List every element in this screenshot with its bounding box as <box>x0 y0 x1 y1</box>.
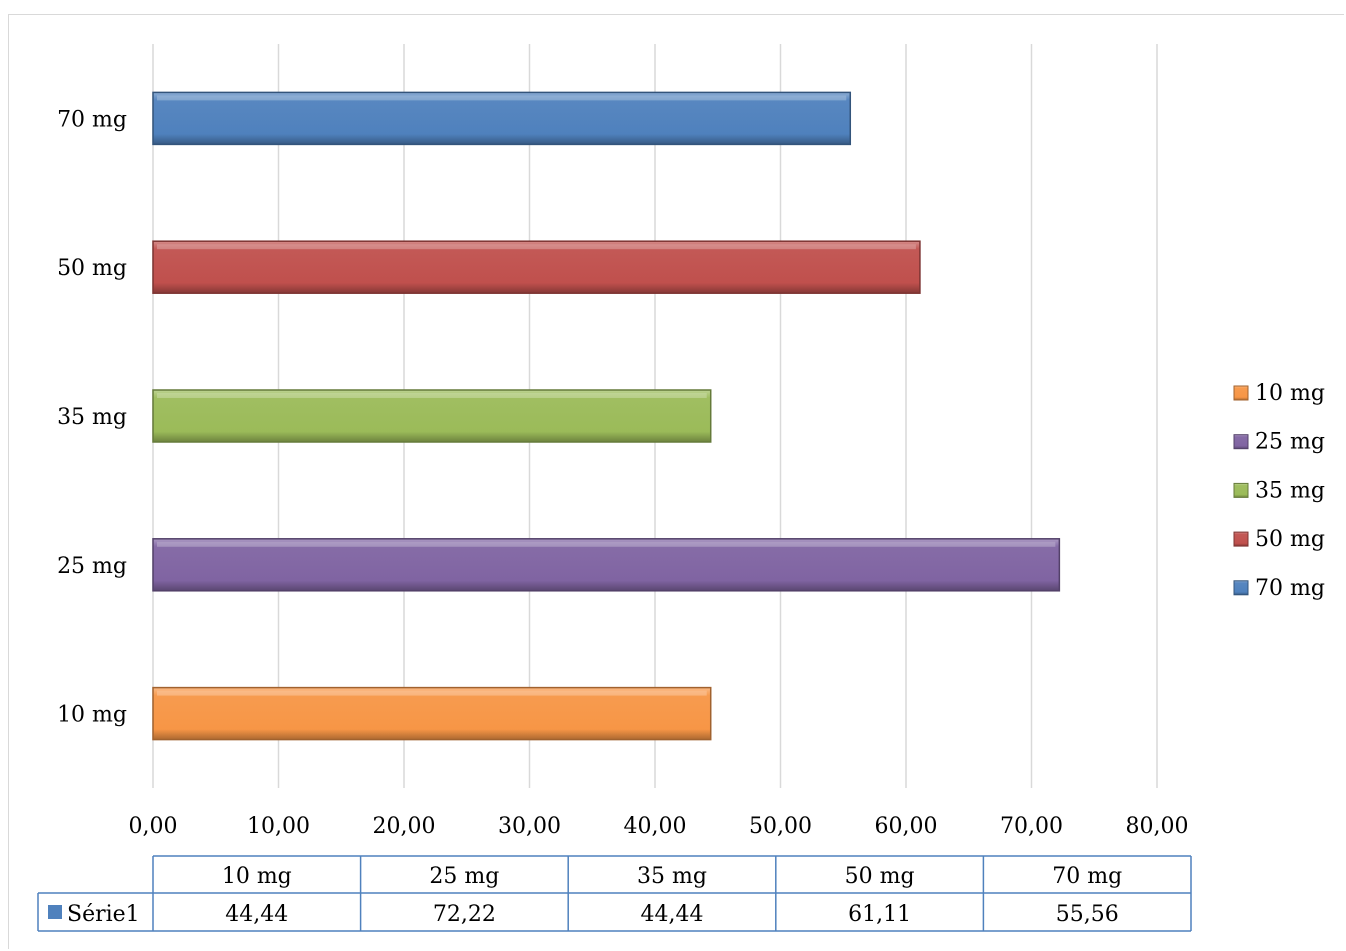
legend-label: 70 mg <box>1255 576 1325 601</box>
x-tick-label: 70,00 <box>1000 814 1063 839</box>
category-label: 70 mg <box>57 107 127 132</box>
series-name: Série1 <box>67 902 140 927</box>
table-value-cell: 72,22 <box>433 902 496 927</box>
bar-50mg <box>152 240 921 294</box>
legend-swatch <box>1233 531 1249 547</box>
bar-highlight <box>157 95 847 101</box>
data-table: 10 mg 44,44 25 mg 72,22 35 mg 44,44 50 mg 61,11… <box>37 855 1192 932</box>
bar-highlight <box>157 690 707 696</box>
legend-label: 50 mg <box>1255 527 1325 552</box>
legend-label: 35 mg <box>1255 478 1325 503</box>
table-header-cell: 35 mg <box>637 864 707 889</box>
bar-70mg <box>152 91 852 146</box>
x-tick-label: 10,00 <box>247 814 310 839</box>
category-label: 10 mg <box>57 703 127 728</box>
category-label: 35 mg <box>57 405 127 430</box>
table-header-cell: 70 mg <box>1052 864 1122 889</box>
legend-swatch <box>1233 434 1249 450</box>
table-value-cell: 55,56 <box>1056 902 1119 927</box>
legend-label: 25 mg <box>1255 430 1325 455</box>
bar-highlight <box>157 541 1056 547</box>
legend: 10 mg 25 mg 35 mg 50 mg 70 mg <box>1233 381 1325 601</box>
category-axis: 10 mg 25 mg 35 mg 50 mg 70 mg <box>57 107 127 727</box>
legend-label: 10 mg <box>1255 381 1325 406</box>
x-tick-label: 40,00 <box>624 814 687 839</box>
x-tick-label: 20,00 <box>373 814 436 839</box>
chart-frame <box>8 14 1344 949</box>
x-tick-label: 30,00 <box>498 814 561 839</box>
bar-highlight <box>157 393 707 398</box>
table-header-cell: 25 mg <box>429 864 499 889</box>
series-swatch <box>48 905 62 919</box>
bar-25mg <box>152 538 1061 592</box>
legend-swatch <box>1233 482 1249 498</box>
table-header-cell: 10 mg <box>222 864 292 889</box>
category-label: 25 mg <box>57 554 127 579</box>
category-label: 50 mg <box>57 256 127 281</box>
table-header-cell: 50 mg <box>845 864 915 889</box>
x-tick-label: 50,00 <box>749 814 812 839</box>
bars <box>152 91 1061 741</box>
bar-highlight <box>157 244 916 250</box>
x-tick-label: 60,00 <box>875 814 938 839</box>
x-tick-label: 0,00 <box>129 814 178 839</box>
legend-swatch <box>1233 580 1249 596</box>
bar-10mg <box>152 686 712 741</box>
table-value-cell: 44,44 <box>641 902 704 927</box>
legend-swatch <box>1233 385 1249 401</box>
table-value-cell: 44,44 <box>225 902 288 927</box>
x-tick-label: 80,00 <box>1126 814 1189 839</box>
bar-35mg <box>152 389 712 443</box>
value-axis: 0,00 10,00 20,00 30,00 40,00 50,00 60,00 70,00 8… <box>129 814 1189 839</box>
table-value-cell: 61,11 <box>848 902 911 927</box>
